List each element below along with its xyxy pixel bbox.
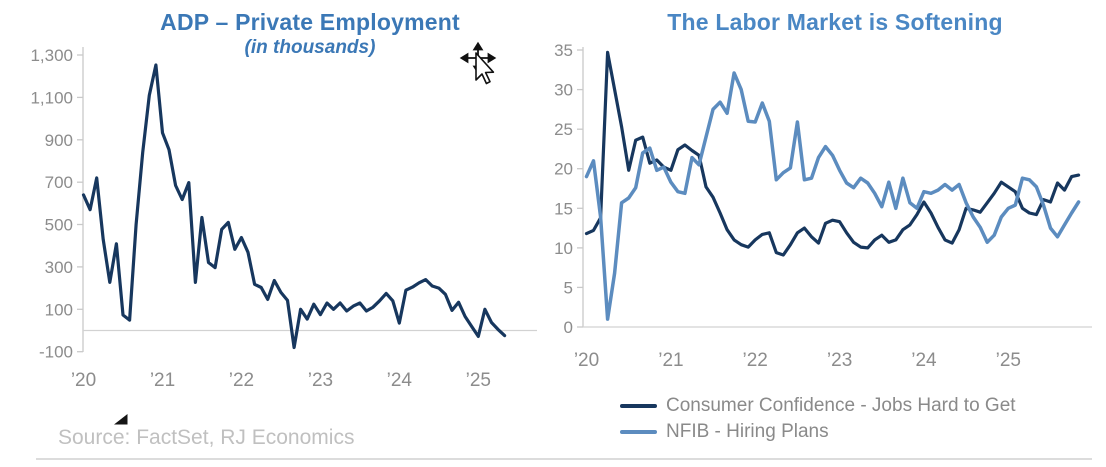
right-y-tick-label: 15: [554, 199, 573, 218]
source-note: Source: FactSet, RJ Economics: [58, 426, 355, 449]
left-x-tick-label: ’22: [229, 370, 254, 391]
left-y-tick-label: 1,300: [30, 46, 73, 65]
legend-item-consumer-confidence: Consumer Confidence - Jobs Hard to Get: [620, 393, 1016, 419]
right-series-line-blue: [584, 71, 1081, 321]
left-chart-subtitle: (in thousands): [244, 37, 376, 58]
left-series-line-navy: [81, 63, 507, 350]
left-x-tick-label: ’24: [387, 370, 413, 391]
right-y-tick-label: 35: [554, 41, 573, 60]
right-chart-title: The Labor Market is Softening: [667, 9, 1003, 35]
left-y-tick-label: 100: [45, 300, 73, 319]
right-x-tick-label: ’22: [743, 350, 768, 371]
legend-label-nfib: NFIB - Hiring Plans: [666, 421, 829, 442]
right-x-tick-label: ’20: [574, 350, 599, 371]
right-y-tick-label: 10: [554, 239, 573, 258]
legend-label-consumer-confidence: Consumer Confidence - Jobs Hard to Get: [666, 395, 1016, 416]
right-y-tick-label: 5: [564, 278, 573, 297]
move-cursor-icon: [459, 41, 497, 85]
legend-item-nfib: NFIB - Hiring Plans: [620, 419, 1016, 445]
left-x-tick-label: ’25: [466, 370, 491, 391]
left-y-tick-label: 300: [45, 258, 73, 277]
left-y-tick-label: -100: [39, 343, 73, 362]
triangle-artifact: [114, 414, 128, 425]
left-y-tick-label: 700: [45, 173, 73, 192]
left-x-tick-label: ’21: [150, 370, 175, 391]
left-x-tick-label: ’23: [308, 370, 333, 391]
left-y-tick-label: 900: [45, 131, 73, 150]
right-y-tick-label: 30: [554, 81, 573, 100]
left-chart-title: ADP – Private Employment: [160, 9, 460, 35]
right-y-tick-label: 0: [564, 318, 573, 337]
left-y-tick-label: 500: [45, 216, 73, 235]
left-x-tick-label: ’20: [71, 370, 96, 391]
right-y-tick-label: 25: [554, 120, 573, 139]
right-x-tick-label: ’24: [911, 350, 937, 371]
right-x-tick-label: ’21: [658, 350, 683, 371]
right-x-tick-label: ’23: [827, 350, 852, 371]
bottom-divider: [36, 458, 1092, 460]
left-y-tick-label: 1,100: [30, 88, 73, 107]
right-series-line-navy: [584, 50, 1081, 257]
navy-line-swatch-icon: [620, 404, 657, 408]
blue-line-swatch-icon: [620, 430, 657, 434]
legend: Consumer Confidence - Jobs Hard to Get N…: [620, 393, 1016, 445]
right-y-tick-label: 20: [554, 160, 573, 179]
right-x-tick-label: ’25: [996, 350, 1021, 371]
